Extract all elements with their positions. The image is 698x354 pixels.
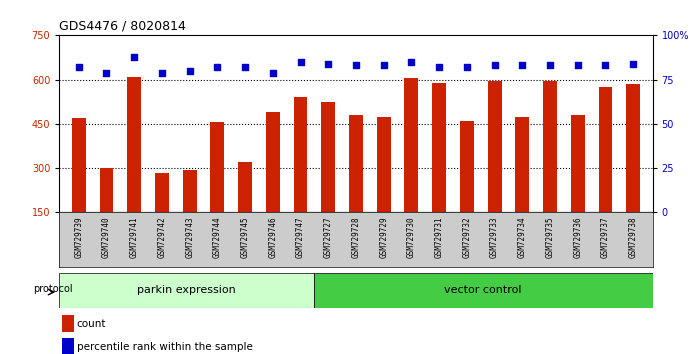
Bar <box>543 81 557 212</box>
Bar <box>405 78 418 212</box>
Point <box>101 70 112 75</box>
Text: GSM729729: GSM729729 <box>379 217 388 258</box>
Text: parkin expression: parkin expression <box>137 285 236 295</box>
Bar <box>488 81 502 212</box>
Text: GSM729744: GSM729744 <box>213 217 222 258</box>
Bar <box>266 112 280 212</box>
Point <box>433 64 445 70</box>
Text: GSM729737: GSM729737 <box>601 217 610 258</box>
Point <box>600 63 611 68</box>
Text: percentile rank within the sample: percentile rank within the sample <box>77 342 253 353</box>
Bar <box>59 273 313 308</box>
Text: GSM729731: GSM729731 <box>435 217 444 258</box>
Bar <box>313 273 653 308</box>
Point <box>184 68 195 74</box>
Point <box>628 61 639 67</box>
Text: GSM729741: GSM729741 <box>130 217 139 258</box>
Point <box>544 63 556 68</box>
Text: GSM729735: GSM729735 <box>546 217 554 258</box>
Bar <box>571 115 585 212</box>
Point <box>517 63 528 68</box>
Bar <box>432 82 446 212</box>
Bar <box>100 168 113 212</box>
Text: vector control: vector control <box>445 285 522 295</box>
Bar <box>183 170 197 212</box>
Point <box>572 63 584 68</box>
Point <box>156 70 168 75</box>
Text: GSM729728: GSM729728 <box>352 217 360 258</box>
Text: GSM729738: GSM729738 <box>629 217 638 258</box>
Bar <box>321 102 335 212</box>
Point <box>295 59 306 65</box>
Point <box>406 59 417 65</box>
Bar <box>127 77 141 212</box>
Bar <box>349 115 363 212</box>
Bar <box>626 84 640 212</box>
Text: GSM729732: GSM729732 <box>462 217 471 258</box>
Text: GSM729740: GSM729740 <box>102 217 111 258</box>
Text: GSM729746: GSM729746 <box>268 217 277 258</box>
Bar <box>155 172 169 212</box>
Bar <box>238 162 252 212</box>
Point <box>461 64 473 70</box>
Text: GSM729747: GSM729747 <box>296 217 305 258</box>
Text: GSM729734: GSM729734 <box>518 217 527 258</box>
Text: GSM729739: GSM729739 <box>74 217 83 258</box>
Text: GSM729727: GSM729727 <box>324 217 333 258</box>
Bar <box>210 122 224 212</box>
Text: GSM729743: GSM729743 <box>185 217 194 258</box>
Point <box>211 64 223 70</box>
Text: GSM729742: GSM729742 <box>158 217 166 258</box>
Bar <box>599 87 612 212</box>
Bar <box>62 315 74 332</box>
Bar <box>72 118 86 212</box>
Point <box>489 63 500 68</box>
Text: GSM729736: GSM729736 <box>573 217 582 258</box>
Text: count: count <box>77 319 106 330</box>
Bar <box>62 338 74 354</box>
Point <box>128 54 140 59</box>
Point <box>73 64 84 70</box>
Point <box>239 64 251 70</box>
Point <box>322 61 334 67</box>
Text: GDS4476 / 8020814: GDS4476 / 8020814 <box>59 20 186 33</box>
Point <box>267 70 279 75</box>
Bar <box>460 121 474 212</box>
Text: GSM729730: GSM729730 <box>407 217 416 258</box>
Text: GSM729733: GSM729733 <box>490 217 499 258</box>
Text: GSM729745: GSM729745 <box>241 217 250 258</box>
Bar <box>515 116 529 212</box>
Text: protocol: protocol <box>33 284 73 293</box>
Bar <box>294 97 307 212</box>
Point <box>378 63 389 68</box>
Point <box>350 63 362 68</box>
Bar <box>377 116 391 212</box>
